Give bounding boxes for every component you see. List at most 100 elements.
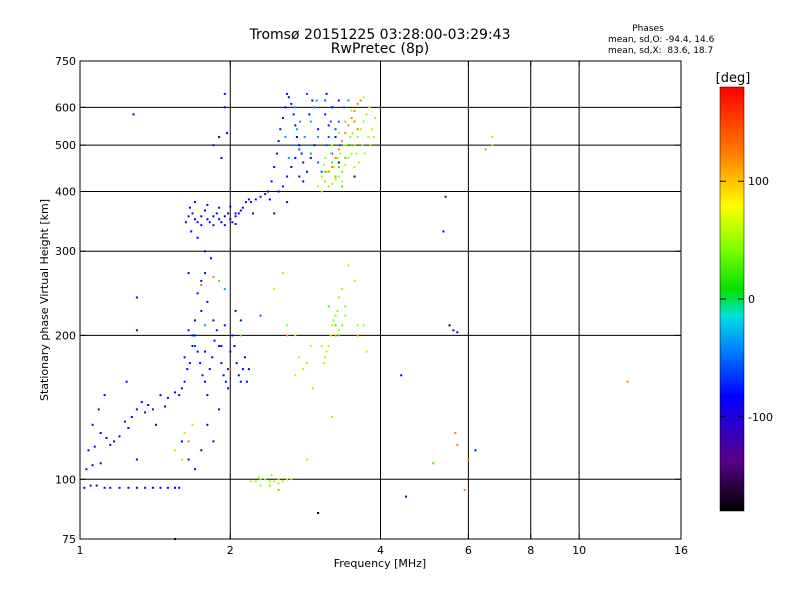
colorbar-tick-label: -100 <box>748 411 773 424</box>
data-point <box>196 236 199 239</box>
data-point <box>144 486 147 489</box>
data-point <box>239 380 242 383</box>
data-point <box>444 195 447 198</box>
data-point <box>337 329 340 332</box>
data-point <box>334 157 337 159</box>
y-tick-label: 100 <box>55 473 76 486</box>
data-point <box>109 443 112 446</box>
data-point <box>331 152 334 155</box>
data-point <box>227 387 230 390</box>
data-point <box>334 324 337 327</box>
data-point <box>194 218 196 221</box>
data-point <box>233 345 236 347</box>
data-point <box>281 185 284 188</box>
data-point <box>432 462 435 465</box>
data-point <box>212 215 215 218</box>
data-point <box>159 486 162 489</box>
axis-ticks: 1 2 4 6 8 10 16 75 100 200 300 400 500 600 750 <box>55 55 688 557</box>
data-point <box>186 368 189 371</box>
data-point <box>191 423 194 426</box>
data-point <box>350 109 353 112</box>
data-point <box>363 152 366 155</box>
data-point <box>239 334 242 337</box>
data-point <box>85 468 88 471</box>
data-point <box>251 212 254 215</box>
data-point <box>147 404 150 406</box>
data-point <box>351 132 354 135</box>
data-point <box>174 449 176 452</box>
data-point <box>344 314 347 317</box>
data-point <box>286 324 289 327</box>
data-point <box>191 345 194 347</box>
data-point <box>188 206 191 209</box>
data-point <box>135 329 138 332</box>
data-point <box>374 117 376 119</box>
data-point <box>329 152 332 155</box>
data-point <box>287 96 290 99</box>
data-point <box>281 272 284 275</box>
data-point <box>334 128 337 131</box>
data-point <box>174 391 176 394</box>
data-point <box>187 272 190 275</box>
data-point <box>212 144 215 147</box>
data-point <box>234 215 237 218</box>
data-point <box>204 380 206 383</box>
data-point <box>212 319 215 322</box>
data-point <box>199 362 202 365</box>
data-point <box>317 128 320 131</box>
data-point <box>290 478 293 481</box>
data-point <box>298 148 301 151</box>
y-tick-label: 300 <box>55 245 76 258</box>
colorbar-ticks: 100 0 -100 <box>720 175 773 424</box>
data-point <box>463 488 466 491</box>
data-point <box>211 356 214 359</box>
data-point <box>83 486 86 489</box>
data-point <box>336 309 339 312</box>
data-point <box>200 284 203 286</box>
data-point <box>99 462 102 465</box>
data-point <box>405 495 407 498</box>
chart-subtitle: RwPretec (8p) <box>331 41 429 57</box>
data-point <box>237 374 240 377</box>
data-point <box>200 215 203 218</box>
data-point <box>327 185 330 188</box>
data-point <box>332 106 335 109</box>
data-point <box>180 387 183 390</box>
data-point <box>234 223 237 225</box>
data-point <box>239 319 242 322</box>
data-point <box>237 212 240 215</box>
data-point <box>317 185 320 188</box>
data-point <box>264 193 267 196</box>
data-point <box>196 292 199 295</box>
data-point <box>257 476 260 479</box>
data-point <box>337 334 340 337</box>
data-point <box>135 296 138 299</box>
data-point <box>99 432 102 434</box>
data-point <box>249 480 252 483</box>
data-point <box>200 309 203 312</box>
data-point <box>347 264 350 267</box>
data-point <box>474 449 477 452</box>
y-tick-label: 400 <box>55 185 76 198</box>
data-point <box>327 305 330 308</box>
data-point <box>290 166 293 168</box>
data-point <box>206 218 209 221</box>
data-point <box>353 166 356 168</box>
data-point <box>286 175 289 178</box>
data-point <box>324 99 327 102</box>
data-point <box>220 221 223 224</box>
data-point <box>234 212 237 215</box>
data-point <box>317 136 320 138</box>
data-point <box>218 206 221 209</box>
data-point <box>344 132 347 135</box>
data-point <box>303 136 306 138</box>
data-point <box>127 427 130 429</box>
data-point <box>324 170 327 173</box>
data-point <box>191 334 194 337</box>
data-point <box>196 350 199 353</box>
data-point <box>309 120 312 123</box>
data-point <box>286 334 289 337</box>
data-point <box>356 102 359 105</box>
data-point <box>277 190 280 193</box>
data-point <box>337 99 340 102</box>
